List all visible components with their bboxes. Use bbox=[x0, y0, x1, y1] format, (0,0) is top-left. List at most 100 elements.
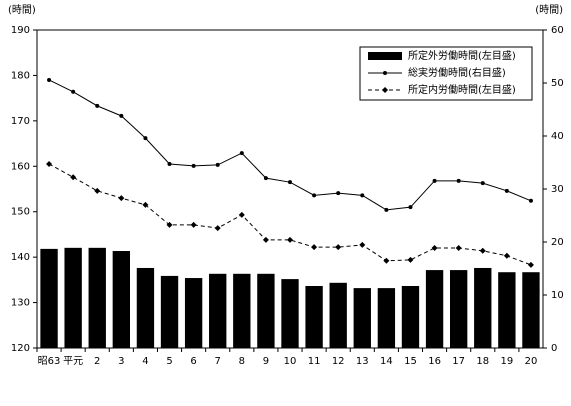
bar bbox=[401, 285, 420, 348]
y2-tick-label: 30 bbox=[551, 184, 564, 195]
marker bbox=[215, 162, 220, 167]
x-tick-label: 16 bbox=[428, 356, 441, 367]
y2-tick-label: 10 bbox=[551, 290, 564, 301]
y2-tick-label: 50 bbox=[551, 78, 564, 89]
legend-label: 総実労働時間(右目盛) bbox=[408, 66, 506, 79]
x-tick-label: 18 bbox=[476, 356, 489, 367]
y-tick-label: 120 bbox=[11, 343, 30, 354]
marker bbox=[503, 252, 510, 259]
marker bbox=[238, 211, 245, 218]
y2-axis-label: (時間) bbox=[535, 4, 563, 16]
marker bbox=[504, 188, 509, 193]
bar bbox=[425, 270, 444, 348]
marker bbox=[527, 261, 534, 268]
y-tick-label: 170 bbox=[11, 116, 30, 127]
marker bbox=[288, 180, 292, 185]
marker bbox=[336, 191, 341, 196]
x-tick-label: 17 bbox=[452, 356, 465, 367]
marker bbox=[335, 244, 342, 251]
y-tick-label: 150 bbox=[11, 207, 30, 218]
x-tick-label: 19 bbox=[500, 356, 513, 367]
x-tick-label: 7 bbox=[215, 356, 221, 367]
marker bbox=[47, 77, 52, 82]
x-tick-label: 11 bbox=[308, 356, 321, 367]
x-tick-label: 6 bbox=[190, 356, 196, 367]
marker bbox=[190, 221, 197, 228]
bar bbox=[498, 272, 516, 348]
x-tick-label: 10 bbox=[284, 356, 297, 367]
marker bbox=[191, 163, 196, 168]
x-tick-label: 2 bbox=[94, 356, 100, 367]
x-tick-label: 13 bbox=[356, 356, 369, 367]
y2-tick-label: 40 bbox=[551, 131, 564, 142]
marker bbox=[312, 193, 317, 198]
marker bbox=[46, 161, 53, 168]
marker bbox=[214, 225, 221, 232]
marker bbox=[359, 241, 366, 248]
marker bbox=[383, 257, 390, 264]
y2-tick-label: 0 bbox=[551, 343, 557, 354]
marker bbox=[263, 176, 268, 181]
bar bbox=[522, 272, 540, 348]
bar bbox=[305, 285, 323, 348]
marker bbox=[70, 174, 77, 181]
legend-swatch bbox=[368, 52, 402, 60]
bar bbox=[281, 279, 299, 348]
y-axis-label: (時間) bbox=[8, 4, 36, 16]
marker bbox=[166, 221, 173, 228]
y-tick-label: 130 bbox=[11, 298, 30, 309]
x-tick-label: 9 bbox=[263, 356, 269, 367]
x-tick-label: 20 bbox=[525, 356, 538, 367]
bar bbox=[209, 273, 227, 348]
bar bbox=[377, 288, 396, 348]
bar bbox=[474, 267, 492, 348]
x-tick-label: 5 bbox=[166, 356, 172, 367]
bar bbox=[88, 247, 106, 348]
marker bbox=[432, 178, 437, 183]
bar bbox=[160, 275, 179, 348]
marker bbox=[95, 103, 100, 108]
marker bbox=[287, 236, 293, 243]
bar bbox=[184, 278, 203, 348]
marker bbox=[360, 193, 365, 198]
y2-tick-label: 20 bbox=[551, 237, 564, 248]
marker bbox=[455, 245, 462, 252]
y2-tick-label: 60 bbox=[551, 25, 564, 36]
marker bbox=[118, 195, 125, 202]
marker bbox=[479, 247, 486, 254]
y-tick-label: 160 bbox=[11, 161, 30, 172]
legend-marker bbox=[382, 87, 388, 93]
x-tick-label: 8 bbox=[239, 356, 245, 367]
bar bbox=[112, 251, 131, 348]
x-tick-label: 昭63 bbox=[38, 355, 61, 367]
marker bbox=[119, 113, 124, 118]
x-tick-label: 4 bbox=[142, 356, 148, 367]
bar bbox=[353, 288, 371, 348]
marker bbox=[71, 89, 76, 94]
legend-label: 所定外労働時間(左目盛) bbox=[408, 49, 516, 62]
bar bbox=[40, 248, 58, 348]
x-tick-label: 14 bbox=[380, 356, 393, 367]
marker bbox=[239, 151, 244, 156]
marker bbox=[384, 207, 389, 212]
bar bbox=[136, 267, 155, 348]
y-tick-label: 190 bbox=[11, 25, 30, 36]
y-tick-label: 140 bbox=[11, 252, 30, 263]
x-tick-label: 12 bbox=[332, 356, 345, 367]
marker bbox=[480, 181, 485, 186]
marker bbox=[456, 178, 461, 183]
marker bbox=[94, 187, 101, 194]
marker bbox=[143, 136, 148, 141]
marker bbox=[142, 201, 149, 208]
bar bbox=[449, 270, 468, 348]
legend-marker bbox=[383, 71, 387, 75]
marker bbox=[167, 162, 172, 167]
marker bbox=[407, 256, 414, 263]
y-tick-label: 180 bbox=[11, 70, 30, 81]
legend-label: 所定内労働時間(左目盛) bbox=[408, 83, 516, 96]
bar bbox=[64, 247, 82, 348]
marker bbox=[528, 198, 533, 203]
marker bbox=[311, 244, 318, 251]
bar bbox=[257, 273, 275, 348]
